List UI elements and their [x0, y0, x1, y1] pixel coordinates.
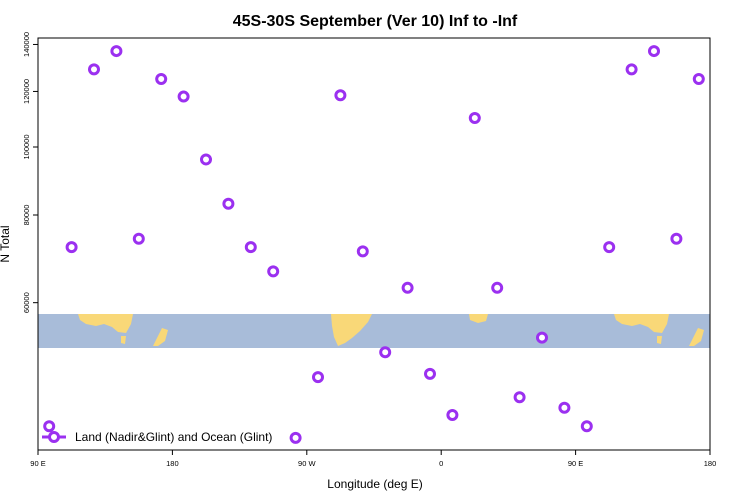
data-point — [312, 371, 324, 384]
data-point — [88, 63, 100, 76]
series-points — [43, 45, 705, 444]
data-point — [244, 241, 257, 254]
x-tick-label: 0 — [439, 459, 443, 468]
y-axis-label: N Total — [0, 225, 12, 262]
y-tick-label: 120000 — [22, 79, 31, 104]
data-point — [155, 72, 168, 85]
data-point — [110, 45, 123, 58]
x-axis-label: Longitude (deg E) — [327, 477, 422, 491]
data-point — [222, 197, 235, 210]
land-shape — [689, 328, 704, 346]
x-axis: 90 E 180 90 W 0 90 E 180 — [30, 450, 716, 468]
data-point — [468, 111, 481, 124]
land-shape — [153, 328, 168, 346]
land-shape — [121, 336, 126, 344]
background-map — [38, 314, 710, 348]
y-tick-label: 140000 — [22, 32, 31, 57]
data-point — [648, 45, 660, 58]
data-point — [580, 420, 593, 433]
land-shape — [78, 314, 133, 333]
data-point — [603, 241, 616, 254]
y-tick-label: 100000 — [22, 134, 31, 159]
data-point — [43, 420, 56, 433]
land-shape — [469, 314, 488, 323]
y-axis: 60000 80000 100000 120000 140000 — [22, 32, 38, 313]
legend: Land (Nadir&Glint) and Ocean (Glint) — [42, 430, 272, 444]
data-point — [424, 367, 436, 380]
data-point — [558, 401, 571, 414]
data-point — [670, 232, 683, 245]
land-shape — [657, 336, 662, 344]
data-point — [625, 63, 638, 76]
y-tick-label: 80000 — [22, 205, 31, 226]
x-tick-label: 90 E — [30, 459, 45, 468]
y-tick-label: 60000 — [22, 292, 31, 313]
legend-label: Land (Nadir&Glint) and Ocean (Glint) — [75, 430, 272, 444]
data-point — [692, 72, 705, 85]
data-point — [513, 391, 526, 404]
data-point — [446, 409, 459, 422]
land-shape — [614, 314, 669, 333]
legend-marker — [48, 431, 60, 443]
x-tick-label: 180 — [166, 459, 179, 468]
data-point — [289, 431, 302, 444]
x-tick-label: 90 W — [298, 459, 316, 468]
chart-title: 45S-30S September (Ver 10) Inf to -Inf — [233, 13, 518, 30]
data-point — [334, 89, 347, 102]
data-point — [65, 241, 78, 254]
data-point — [267, 265, 280, 278]
data-point — [491, 281, 504, 294]
x-tick-label: 180 — [704, 459, 717, 468]
data-point — [200, 153, 212, 166]
data-point — [379, 346, 392, 359]
x-tick-label: 90 E — [568, 459, 583, 468]
data-point — [401, 281, 414, 294]
plot-frame — [37, 37, 711, 451]
land-shape — [331, 314, 372, 346]
data-point — [356, 245, 369, 258]
data-point — [132, 232, 145, 245]
data-point — [177, 90, 190, 103]
ocean-strip — [38, 314, 710, 348]
data-point — [536, 331, 548, 344]
